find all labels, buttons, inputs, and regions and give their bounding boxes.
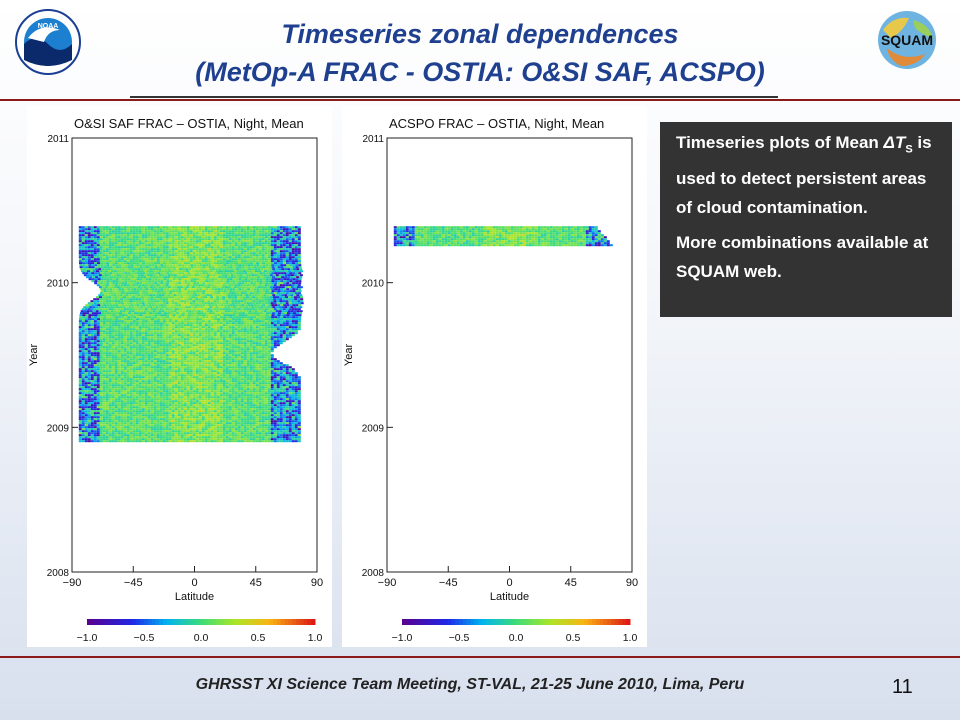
y-tick-label: 2009: [47, 423, 70, 434]
colorbar-tick-label: 0.0: [509, 632, 524, 644]
y-tick-label: 2010: [362, 279, 385, 290]
chart-title: ACSPO FRAC – OSTIA, Night, Mean: [389, 116, 604, 131]
x-tick-label: −90: [378, 577, 397, 589]
chart-panel-acspo: ACSPO FRAC – OSTIA, Night, Mean −90 −45 0 45…: [342, 106, 647, 647]
squam-logo-text: SQUAM: [881, 32, 933, 48]
colorbar-tick-label: 1.0: [308, 632, 323, 644]
colorbar: [87, 619, 316, 625]
y-tick-label: 2008: [362, 568, 385, 579]
y-tick-label: 2008: [47, 568, 70, 579]
heatmap-acspo: ACSPO FRAC – OSTIA, Night, Mean −90 −45 0 45…: [343, 116, 638, 644]
colorbar-tick-label: 0.5: [566, 632, 581, 644]
y-tick-label: 2009: [362, 423, 385, 434]
x-tick-label: 90: [626, 577, 638, 589]
note-paragraph-1: Timeseries plots of Mean ΔTS is used to …: [676, 128, 942, 222]
chart-panel-osisaf: O&SI SAF FRAC – OSTIA, Night, Mean −90 −45…: [27, 106, 332, 647]
x-tick-label: 90: [311, 577, 323, 589]
y-axis-label: Year: [343, 344, 355, 367]
x-tick-label: −45: [439, 577, 458, 589]
note-line1: Timeseries plots of Mean: [676, 133, 879, 152]
title-underline: [130, 96, 778, 98]
chart-title: O&SI SAF FRAC – OSTIA, Night, Mean: [74, 116, 304, 131]
heatmap-osisaf: O&SI SAF FRAC – OSTIA, Night, Mean −90 −45…: [28, 116, 323, 644]
plot-frame: [386, 137, 633, 573]
note-box: Timeseries plots of Mean ΔTS is used to …: [660, 122, 952, 317]
noaa-logo-text: NOAA: [38, 23, 59, 30]
x-tick-label: −90: [63, 577, 82, 589]
colorbar: [402, 619, 631, 625]
slide-title-line1: Timeseries zonal dependences: [281, 19, 679, 49]
colorbar-tick-label: 0.5: [251, 632, 266, 644]
colorbar-tick-label: 1.0: [623, 632, 638, 644]
note-paragraph-2: More combinations available at SQUAM web…: [676, 233, 929, 282]
x-axis-label: Latitude: [175, 591, 214, 603]
noaa-logo: NOAA: [15, 9, 81, 75]
header-rule: [0, 99, 960, 101]
colorbar-tick-label: −0.5: [449, 632, 470, 644]
heatmap-cells: [78, 226, 304, 443]
x-tick-label: 45: [565, 577, 577, 589]
y-tick-label: 2010: [47, 279, 70, 290]
page-number: 11: [892, 676, 913, 698]
y-tick-label: 2011: [47, 134, 69, 145]
slide-title-line2: (MetOp-A FRAC - OSTIA: O&SI SAF, ACSPO): [195, 57, 765, 87]
heatmap-cells: [393, 226, 613, 247]
y-axis-label: Year: [28, 344, 40, 367]
footer-text: GHRSST XI Science Team Meeting, ST-VAL, …: [195, 676, 745, 693]
squam-logo: SQUAM: [878, 11, 936, 69]
colorbar-tick-label: −1.0: [392, 632, 413, 644]
x-axis-label: Latitude: [490, 591, 529, 603]
footer-rule: [0, 656, 960, 658]
colorbar-tick-label: −1.0: [77, 632, 98, 644]
colorbar-tick-label: −0.5: [134, 632, 155, 644]
x-tick-label: 0: [191, 577, 197, 589]
x-tick-label: 0: [506, 577, 512, 589]
x-tick-label: −45: [124, 577, 143, 589]
y-tick-label: 2011: [362, 134, 384, 145]
note-delta-ts: ΔTS: [883, 133, 913, 156]
x-tick-label: 45: [250, 577, 262, 589]
note-line2: is used to detect persistent areas of cl…: [676, 133, 932, 218]
colorbar-tick-label: 0.0: [194, 632, 209, 644]
